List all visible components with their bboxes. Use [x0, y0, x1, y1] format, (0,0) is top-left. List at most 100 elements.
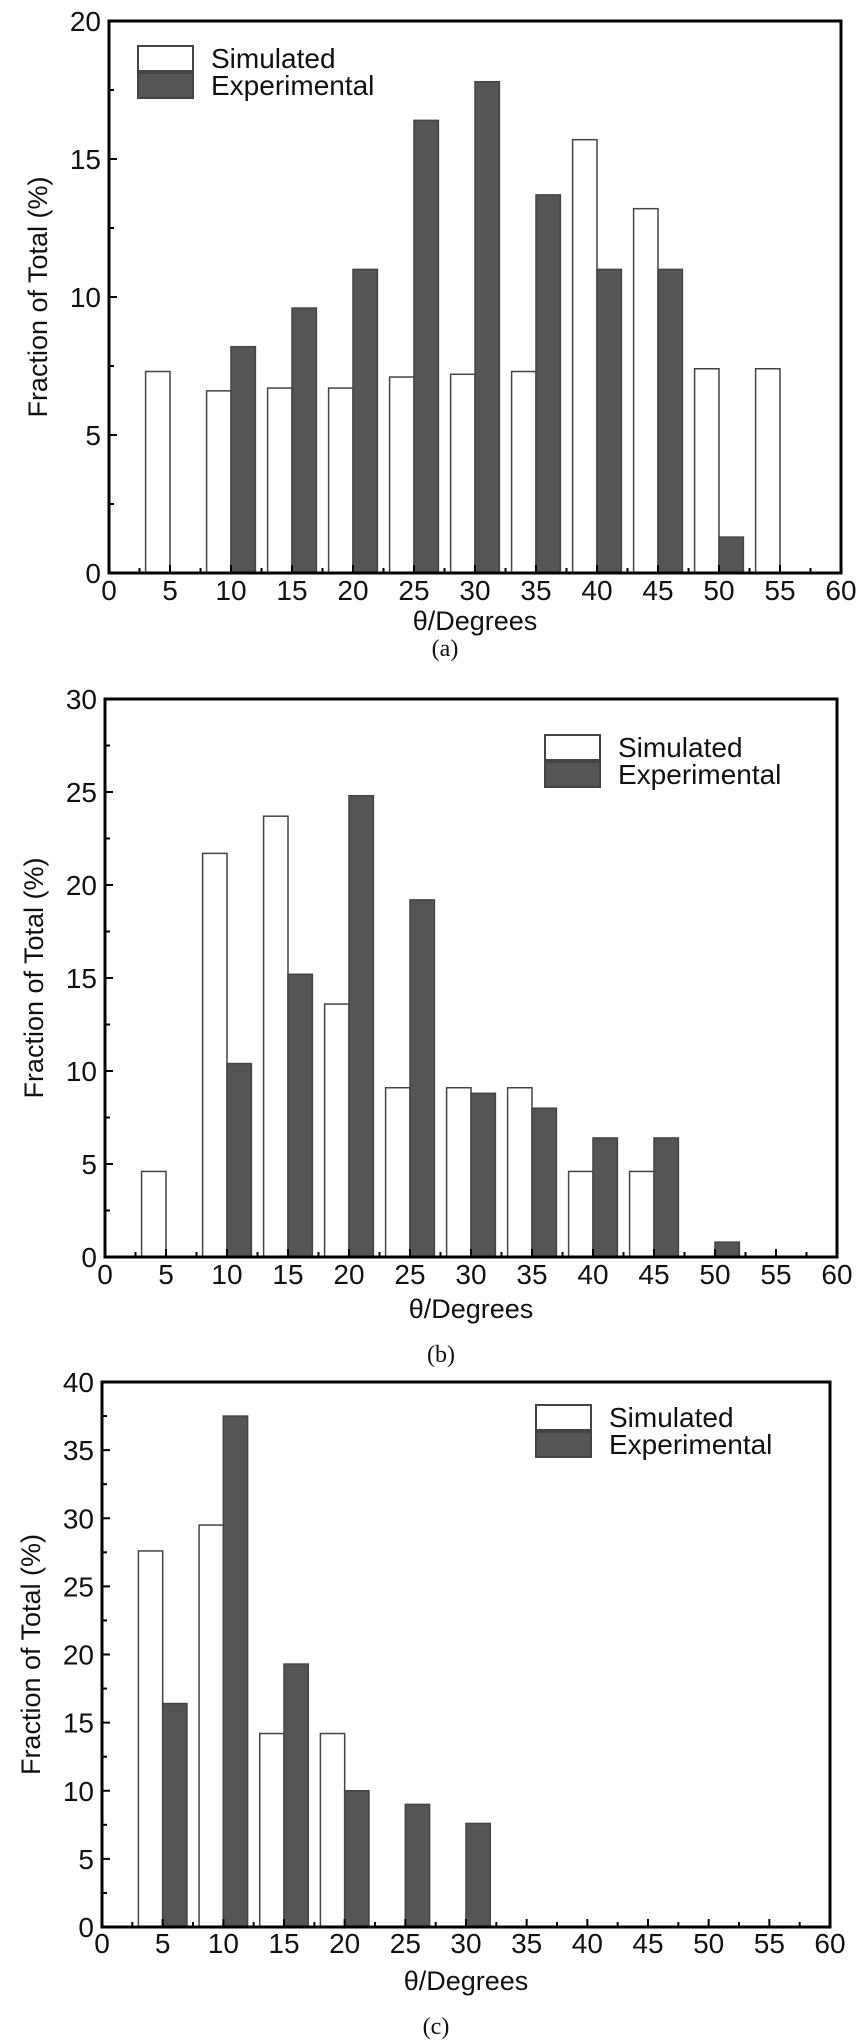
- experimental-bar: [161, 1702, 188, 1928]
- experimental-bar: [352, 268, 379, 574]
- panel-caption: (c): [423, 2014, 450, 2040]
- x-tick-label: 30: [455, 1259, 486, 1290]
- x-tick-label: 60: [814, 1928, 845, 1959]
- simulated-bar: [445, 1086, 472, 1258]
- experimental-bar: [348, 794, 375, 1258]
- chart-panel-a: 0 5 10 15 20 0 5 10 15 20 25 30 35 40 45 50 55 60 θ/Degree…: [23, 6, 857, 662]
- simulated-bar: [632, 207, 659, 574]
- simulated-bar: [571, 138, 598, 574]
- experimental-bar: [222, 1415, 249, 1928]
- simulated-bar: [754, 368, 781, 574]
- experimental-bar: [531, 1107, 558, 1258]
- y-tick-label: 35: [63, 1435, 94, 1466]
- x-tick-label: 60: [821, 1259, 852, 1290]
- legend-swatch-experimental: [137, 72, 194, 99]
- x-tick-label: 5: [162, 575, 178, 606]
- x-tick-label: 15: [272, 1259, 303, 1290]
- x-tick-label: 55: [764, 575, 795, 606]
- y-tick-label: 30: [66, 684, 97, 715]
- simulated-bar: [144, 370, 171, 574]
- experimental-bar: [592, 1137, 619, 1258]
- x-tick-label: 35: [516, 1259, 547, 1290]
- x-axis-label: θ/Degrees: [413, 606, 538, 636]
- x-tick-label: 25: [390, 1928, 421, 1959]
- x-tick-label: 55: [754, 1928, 785, 1959]
- simulated-bar: [388, 376, 415, 574]
- x-tick-label: 10: [211, 1259, 242, 1290]
- x-tick-label: 5: [158, 1259, 174, 1290]
- y-tick-label: 0: [85, 558, 101, 589]
- y-tick-label: 20: [66, 870, 97, 901]
- legend-label-experimental: Experimental: [618, 759, 781, 790]
- legend-label-simulated: Simulated: [618, 732, 743, 763]
- x-tick-label: 45: [638, 1259, 669, 1290]
- x-tick-label: 45: [642, 575, 673, 606]
- x-tick-label: 40: [572, 1928, 603, 1959]
- x-tick-label: 15: [268, 1928, 299, 1959]
- experimental-bar: [718, 536, 745, 574]
- y-tick-label: 15: [70, 144, 101, 175]
- experimental-bar: [404, 1803, 431, 1928]
- x-axis-label: θ/Degrees: [404, 1966, 529, 1996]
- simulated-bar: [198, 1524, 225, 1928]
- simulated-bar: [266, 387, 293, 574]
- simulated-bar: [327, 387, 354, 574]
- x-tick-label: 55: [760, 1259, 791, 1290]
- x-tick-label: 25: [398, 575, 429, 606]
- experimental-bar: [409, 899, 436, 1258]
- x-tick-label: 40: [581, 575, 612, 606]
- simulated-bar: [137, 1550, 164, 1928]
- x-tick-label: 50: [693, 1928, 724, 1959]
- x-tick-label: 50: [703, 575, 734, 606]
- panel-caption: (a): [432, 636, 459, 662]
- y-tick-label: 20: [63, 1640, 94, 1671]
- x-tick-label: 30: [450, 1928, 481, 1959]
- experimental-bar: [230, 345, 257, 574]
- x-tick-label: 40: [577, 1259, 608, 1290]
- experimental-bar: [291, 307, 318, 574]
- x-tick-label: 25: [394, 1259, 425, 1290]
- y-tick-label: 5: [78, 1844, 94, 1875]
- experimental-bar: [474, 80, 501, 574]
- y-tick-label: 20: [70, 6, 101, 37]
- x-tick-label: 45: [632, 1928, 663, 1959]
- simulated-bar: [205, 390, 232, 574]
- legend-swatch-experimental: [535, 1431, 592, 1458]
- y-tick-label: 0: [78, 1912, 94, 1943]
- legend-swatch-experimental: [544, 761, 601, 788]
- y-axis-label: Fraction of Total (%): [16, 1534, 46, 1775]
- y-axis-label: Fraction of Total (%): [19, 857, 49, 1098]
- panel-caption: (b): [427, 1342, 455, 1368]
- experimental-bar: [287, 973, 314, 1258]
- experimental-bar: [413, 119, 440, 574]
- legend-label-simulated: Simulated: [211, 43, 336, 74]
- simulated-bar: [510, 370, 537, 574]
- experimental-bar: [653, 1137, 680, 1258]
- x-tick-label: 60: [825, 575, 856, 606]
- x-tick-label: 20: [333, 1259, 364, 1290]
- x-tick-label: 30: [459, 575, 490, 606]
- x-tick-label: 35: [520, 575, 551, 606]
- simulated-bar: [319, 1732, 346, 1928]
- y-tick-label: 30: [63, 1503, 94, 1534]
- x-tick-label: 0: [101, 575, 117, 606]
- y-tick-label: 40: [63, 1367, 94, 1398]
- simulated-bar: [567, 1170, 594, 1258]
- experimental-bar: [343, 1790, 370, 1928]
- legend-swatch-simulated: [137, 45, 194, 72]
- experimental-bar: [535, 194, 562, 574]
- experimental-bar: [596, 268, 623, 574]
- y-tick-label: 10: [63, 1776, 94, 1807]
- simulated-bar: [201, 852, 228, 1258]
- x-tick-label: 20: [329, 1928, 360, 1959]
- experimental-bar: [714, 1241, 741, 1258]
- y-tick-label: 10: [70, 282, 101, 313]
- legend-label-experimental: Experimental: [609, 1429, 772, 1460]
- x-tick-label: 35: [511, 1928, 542, 1959]
- experimental-bar: [465, 1822, 492, 1928]
- experimental-bar: [226, 1062, 253, 1258]
- y-tick-label: 15: [66, 963, 97, 994]
- simulated-bar: [258, 1732, 285, 1928]
- x-tick-label: 0: [94, 1928, 110, 1959]
